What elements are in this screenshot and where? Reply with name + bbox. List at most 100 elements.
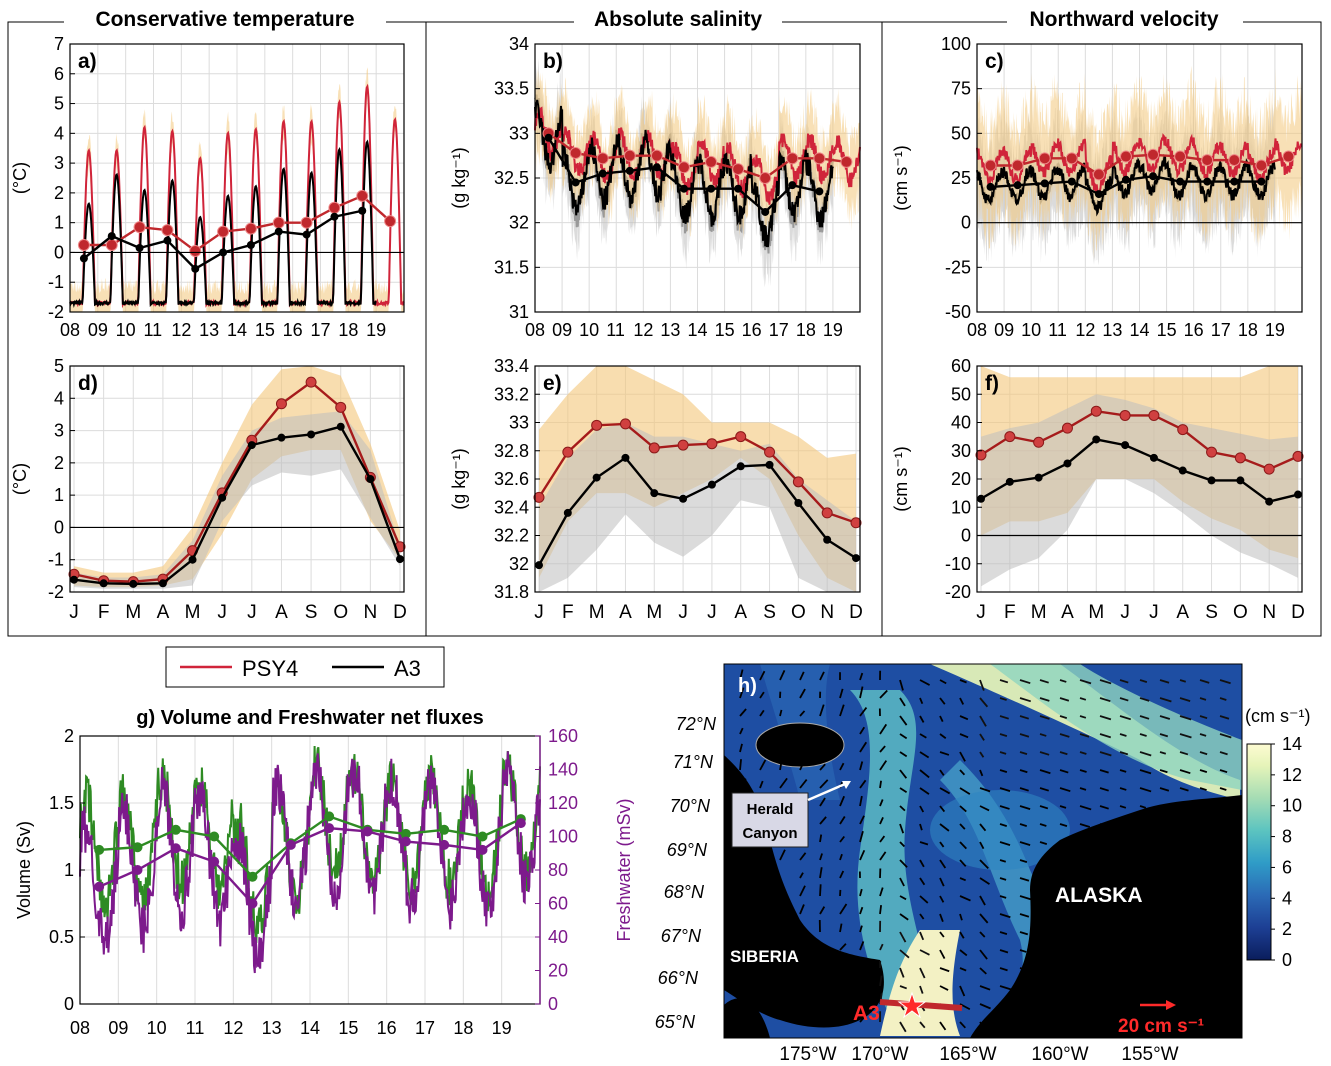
y-axis-label: (g kg⁻¹) — [449, 448, 469, 510]
x-tick-label: 12 — [223, 1018, 243, 1038]
velocity-arrow — [819, 957, 825, 969]
velocity-arrow — [939, 769, 945, 776]
velocity-arrow — [1039, 841, 1048, 845]
y-tick-label: 31 — [509, 302, 529, 322]
velocity-arrow — [999, 787, 1011, 792]
x-tick-label: D — [849, 602, 863, 623]
velocity-arrow — [979, 985, 991, 991]
velocity-arrow — [759, 709, 765, 717]
velocity-arrow — [899, 697, 906, 707]
velocity-arrow — [939, 985, 949, 991]
x-tick-label: 08 — [967, 320, 987, 340]
a3-annual-point — [330, 212, 339, 221]
freshwater-annual-point — [209, 856, 220, 867]
a3-annual-point — [135, 243, 144, 252]
velocity-arrow — [899, 751, 908, 758]
velocity-arrow — [919, 733, 927, 739]
x-tick-label: 14 — [227, 320, 247, 340]
y-tick-label: 32.6 — [494, 469, 529, 489]
psy4-point — [305, 376, 317, 388]
velocity-arrow — [1019, 733, 1030, 738]
x-tick-label: 08 — [525, 320, 545, 340]
a3-point — [336, 422, 345, 431]
wrangel-island — [755, 722, 845, 768]
x-tick-label: J — [707, 602, 717, 623]
velocity-arrow — [799, 688, 806, 699]
section-title-velocity: Northward velocity — [1029, 8, 1218, 31]
velocity-arrow — [959, 787, 971, 795]
velocity-arrow — [819, 671, 825, 681]
a3-range-band — [539, 422, 856, 592]
y-right-tick-label: 100 — [548, 827, 578, 847]
a3-annual-point — [788, 181, 797, 190]
velocity-arrow — [979, 769, 984, 777]
velocity-arrow — [1039, 679, 1049, 684]
y-tick-label: 34 — [509, 34, 529, 54]
velocity-arrow — [1019, 751, 1028, 756]
scale-arrow-label: 20 cm s⁻¹ — [1118, 1016, 1204, 1037]
velocity-arrow — [879, 780, 882, 789]
x-tick-label: 17 — [1211, 320, 1231, 340]
velocity-arrow — [1099, 769, 1109, 774]
velocity-arrow — [919, 1021, 926, 1029]
volume-annual-line — [99, 815, 522, 879]
y-tick-label: 6 — [54, 64, 64, 84]
velocity-arrow — [919, 679, 931, 686]
velocity-arrow — [839, 870, 845, 879]
velocity-arrow — [939, 859, 947, 869]
y-tick-label: 25 — [951, 168, 971, 188]
velocity-arrow — [999, 877, 1007, 881]
chart-title-g: g) Volume and Freshwater net fluxes — [136, 707, 483, 729]
x-tick-label: 14 — [1130, 320, 1150, 340]
velocity-arrow — [1019, 877, 1030, 882]
lon-label: 165°W — [939, 1044, 996, 1065]
chart-panel-b: 31 31.5 32 32.5 33 33.5 34 08 09 10 11 12 13 14 15 16 17… — [449, 34, 861, 340]
psy4-point — [562, 446, 574, 458]
velocity-arrow — [1179, 769, 1191, 775]
psy4-point — [591, 419, 603, 431]
velocity-arrow — [1059, 841, 1071, 847]
velocity-arrow — [899, 877, 905, 887]
velocity-arrow — [1039, 985, 1050, 990]
velocity-arrow — [999, 841, 1011, 846]
a3-station-star — [897, 991, 927, 1019]
velocity-arrow — [839, 903, 848, 915]
velocity-arrow — [1099, 805, 1109, 810]
axes-box — [69, 43, 405, 313]
y-tick-label: 1 — [54, 485, 64, 505]
lon-label: 170°W — [851, 1044, 908, 1065]
velocity-arrow — [939, 1021, 947, 1031]
velocity-arrow — [959, 733, 969, 739]
velocity-arrow — [1039, 769, 1051, 775]
x-tick-label: O — [1233, 602, 1248, 623]
velocity-arrow — [879, 887, 884, 897]
panel-label: b) — [543, 50, 563, 73]
a3-annual-point — [191, 264, 200, 273]
y-tick-label: 60 — [951, 356, 971, 376]
psy4-annual-point — [1228, 154, 1241, 167]
x-tick-label: 16 — [742, 320, 762, 340]
freshwater-annual-point — [94, 881, 105, 892]
psy4-point — [1004, 431, 1016, 443]
velocity-arrow — [1019, 1021, 1029, 1026]
velocity-arrow — [959, 967, 967, 972]
lat-label: 67°N — [661, 926, 702, 946]
velocity-arrow — [939, 805, 946, 813]
psy4-point — [706, 438, 718, 450]
velocity-arrow — [919, 895, 929, 904]
velocity-arrow — [1119, 805, 1127, 809]
velocity-arrow — [1179, 679, 1187, 683]
psy4-annual-point — [356, 189, 369, 202]
velocity-arrow — [939, 733, 947, 739]
a3-annual-point — [358, 206, 367, 215]
velocity-arrow — [819, 763, 826, 771]
x-tick-label: 15 — [338, 1018, 358, 1038]
psy4-annual-point — [569, 146, 582, 159]
velocity-arrow — [959, 877, 966, 882]
psy4-point — [735, 431, 747, 443]
psy4-annual-point — [217, 225, 230, 238]
y-right-tick-label: 160 — [548, 726, 578, 746]
velocity-arrow — [919, 715, 925, 723]
velocity-arrow — [1019, 805, 1031, 810]
a3-annual-point — [734, 184, 743, 193]
